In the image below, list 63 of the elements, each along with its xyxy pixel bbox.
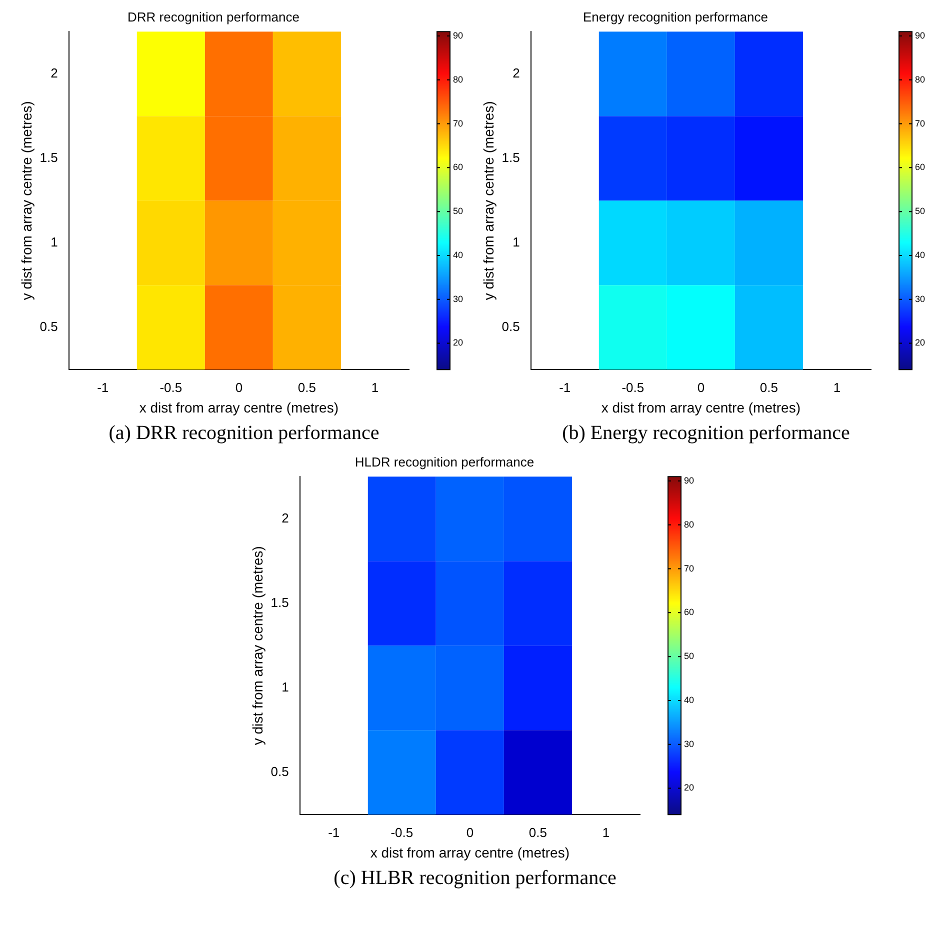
- y-tick-label: 0.5: [502, 318, 520, 334]
- color-bar-label: 50: [453, 206, 464, 216]
- text: (c) HLBR recognition performance: [334, 867, 616, 890]
- y-axis-title: y dist from array centre (metres): [249, 546, 266, 746]
- chart-title: DRR recognition performance: [128, 9, 300, 24]
- color-bar-label: 90: [684, 475, 694, 486]
- x-tick-label: -0.5: [622, 380, 644, 395]
- color-bar-label: 50: [684, 651, 694, 662]
- color-bar-label: 40: [684, 694, 694, 705]
- x-tick-label: 0: [235, 380, 243, 395]
- y-tick-label: 1: [282, 679, 289, 694]
- x-tick-label: -1: [328, 824, 340, 840]
- x-tick-label: -1: [559, 380, 571, 395]
- x-tick-label: 0: [697, 380, 705, 395]
- color-bar-label: 30: [453, 294, 464, 304]
- color-bar-label: 50: [915, 206, 926, 216]
- color-bar-label: 60: [915, 162, 926, 172]
- y-tick-label: 2: [512, 65, 520, 80]
- y-tick-label: 0.5: [40, 318, 58, 334]
- x-tick-label: 0.5: [760, 380, 778, 395]
- y-tick-label: 1: [512, 234, 520, 250]
- color-bar-label: 80: [684, 519, 694, 530]
- x-tick-label: 1: [602, 824, 610, 840]
- x-tick-label: -0.5: [160, 380, 182, 395]
- y-tick-label: 1.5: [40, 150, 58, 165]
- color-bar-label: 20: [684, 782, 694, 793]
- y-tick-label: 1: [50, 234, 58, 250]
- color-bar-label: 30: [684, 738, 694, 749]
- chart-title: Energy recognition performance: [583, 9, 768, 24]
- x-tick-label: 1: [371, 380, 379, 395]
- x-tick-label: 1: [833, 380, 841, 395]
- x-tick-label: -1: [97, 380, 109, 395]
- x-tick-label: 0.5: [298, 380, 316, 395]
- color-bar-label: 20: [915, 338, 926, 348]
- y-axis-title: y dist from array centre (metres): [480, 101, 496, 300]
- color-bar-label: 80: [453, 74, 464, 84]
- chart-title: HLDR recognition performance: [354, 454, 534, 470]
- y-tick-label: 1.5: [270, 594, 289, 610]
- x-tick-label: -0.5: [390, 824, 414, 840]
- color-bar-label: 40: [453, 250, 464, 260]
- x-axis-title: x dist from array centre (metres): [370, 844, 570, 860]
- y-tick-label: 0.5: [270, 764, 289, 779]
- text: (a) DRR recognition performance: [108, 422, 380, 445]
- color-bar-label: 70: [684, 563, 694, 574]
- color-bar-label: 30: [915, 294, 926, 304]
- color-bar-label: 60: [453, 162, 464, 172]
- x-tick-label: 0.5: [528, 824, 547, 840]
- y-axis-title: y dist from array centre (metres): [18, 101, 34, 300]
- x-axis-title: x dist from array centre (metres): [139, 399, 339, 416]
- y-tick-label: 2: [50, 65, 58, 80]
- color-bar-label: 70: [453, 118, 464, 128]
- text: (b) Energy recognition performance: [562, 422, 850, 445]
- color-bar-label: 70: [915, 118, 926, 128]
- x-tick-label: 0: [466, 824, 474, 840]
- y-tick-label: 1.5: [502, 150, 520, 165]
- color-bar-label: 90: [915, 30, 926, 40]
- color-bar-label: 90: [453, 30, 464, 40]
- color-bar-label: 60: [684, 607, 694, 618]
- y-tick-label: 2: [282, 510, 289, 526]
- color-bar-label: 40: [915, 250, 926, 260]
- color-bar-label: 20: [453, 338, 464, 348]
- color-bar-label: 80: [915, 74, 926, 84]
- x-axis-title: x dist from array centre (metres): [601, 399, 801, 416]
